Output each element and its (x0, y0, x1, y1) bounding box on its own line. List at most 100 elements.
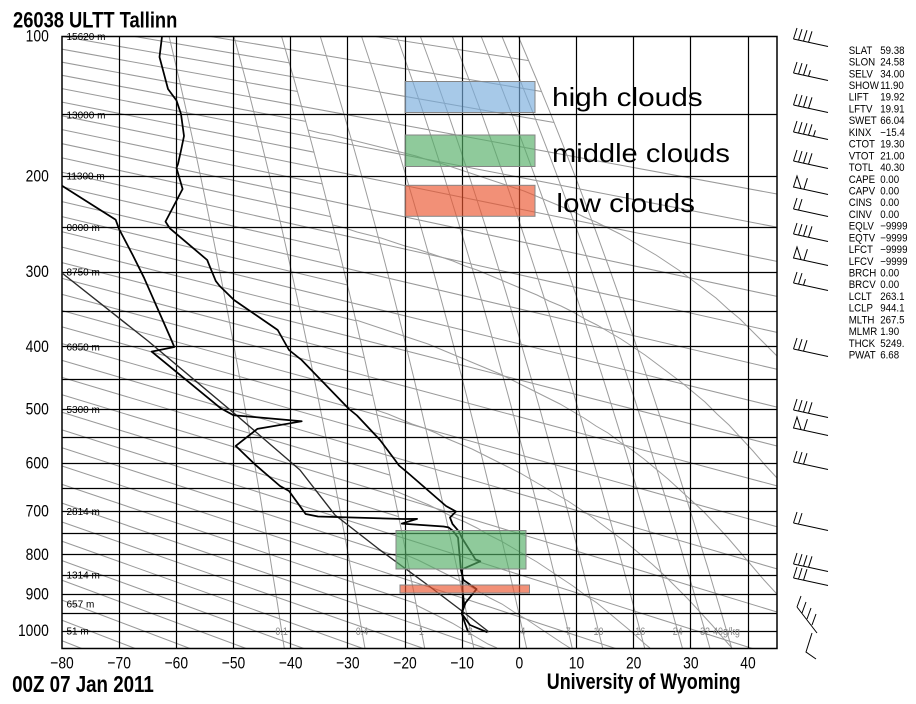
svg-text:BRCH: BRCH (849, 268, 877, 280)
svg-text:0.1: 0.1 (275, 626, 288, 638)
svg-text:4: 4 (520, 626, 525, 638)
svg-text:600: 600 (26, 454, 49, 473)
svg-text:263.1: 263.1 (880, 292, 905, 304)
svg-text:300: 300 (26, 263, 49, 282)
svg-text:20: 20 (626, 654, 642, 673)
svg-text:0.00: 0.00 (880, 210, 899, 222)
svg-text:5300 m: 5300 m (67, 405, 100, 416)
svg-text:1.90: 1.90 (880, 327, 899, 339)
svg-text:0.00: 0.00 (880, 280, 899, 292)
svg-text:10: 10 (594, 626, 604, 638)
svg-text:6.68: 6.68 (880, 350, 899, 362)
svg-text:SWET: SWET (849, 116, 878, 128)
svg-text:0000 m: 0000 m (67, 223, 100, 234)
svg-text:LCLT: LCLT (849, 292, 873, 304)
svg-text:THCK: THCK (849, 338, 876, 350)
svg-text:19.30: 19.30 (880, 139, 905, 151)
svg-text:−9999: −9999 (880, 256, 908, 268)
svg-text:KINX: KINX (849, 128, 872, 140)
svg-text:high clouds: high clouds (552, 82, 703, 112)
svg-text:−40: −40 (279, 654, 303, 673)
svg-text:TOTL: TOTL (849, 163, 874, 175)
svg-text:VTOT: VTOT (849, 151, 875, 163)
svg-text:800: 800 (26, 546, 49, 565)
svg-text:−30: −30 (336, 654, 360, 673)
svg-text:16: 16 (635, 626, 645, 638)
svg-text:2: 2 (468, 626, 473, 638)
svg-text:CAPV: CAPV (849, 186, 876, 198)
svg-text:low clouds: low clouds (556, 188, 695, 218)
svg-text:−9999: −9999 (880, 221, 908, 233)
svg-text:944.1: 944.1 (880, 303, 905, 315)
svg-text:00Z 07 Jan 2011: 00Z 07 Jan 2011 (12, 672, 154, 697)
svg-text:11.90: 11.90 (880, 81, 904, 93)
svg-text:CTOT: CTOT (849, 139, 876, 151)
svg-text:middle clouds: middle clouds (552, 138, 730, 168)
svg-text:EQLV: EQLV (849, 221, 874, 233)
svg-text:30: 30 (683, 654, 699, 673)
svg-text:15620 m: 15620 m (67, 32, 106, 43)
svg-text:66.04: 66.04 (880, 116, 905, 128)
svg-text:−15.4: −15.4 (880, 128, 905, 140)
svg-text:267.5: 267.5 (880, 315, 905, 327)
svg-text:100: 100 (26, 27, 49, 46)
svg-text:−50: −50 (222, 654, 246, 673)
svg-text:CAPE: CAPE (849, 174, 876, 186)
svg-text:LCLP: LCLP (849, 303, 873, 315)
svg-text:2814 m: 2814 m (67, 507, 100, 518)
svg-text:0.4: 0.4 (356, 626, 369, 638)
svg-text:0: 0 (515, 654, 523, 673)
svg-text:−10: −10 (450, 654, 474, 673)
svg-text:LIFT: LIFT (849, 92, 870, 104)
svg-text:40: 40 (740, 654, 756, 673)
svg-text:CINS: CINS (849, 198, 872, 210)
svg-text:−9999: −9999 (880, 245, 908, 257)
svg-text:21.00: 21.00 (880, 151, 905, 163)
svg-text:26038 ULTT Tallinn: 26038 ULTT Tallinn (13, 8, 177, 33)
svg-text:CINV: CINV (849, 210, 872, 222)
svg-text:BRCV: BRCV (849, 280, 876, 292)
svg-text:0.00: 0.00 (880, 268, 899, 280)
svg-text:SLON: SLON (849, 57, 875, 69)
svg-text:−20: −20 (393, 654, 417, 673)
svg-text:11300 m: 11300 m (67, 172, 105, 183)
svg-text:34.00: 34.00 (880, 69, 905, 81)
svg-text:900: 900 (26, 585, 49, 604)
svg-text:19.91: 19.91 (880, 104, 905, 116)
svg-text:32: 32 (700, 626, 710, 638)
svg-text:8750 m: 8750 m (67, 267, 100, 278)
svg-text:10: 10 (569, 654, 585, 673)
svg-text:19.92: 19.92 (880, 92, 905, 104)
svg-text:13000 m: 13000 m (67, 110, 106, 121)
svg-text:1000: 1000 (18, 622, 49, 641)
svg-text:40.30: 40.30 (880, 163, 905, 175)
svg-text:24.58: 24.58 (880, 57, 905, 69)
svg-text:51 m: 51 m (67, 626, 89, 637)
svg-text:PWAT: PWAT (849, 350, 877, 362)
svg-text:1314 m: 1314 m (67, 570, 100, 581)
svg-text:657 m: 657 m (67, 599, 95, 610)
svg-text:SHOW: SHOW (849, 81, 880, 93)
svg-text:LFTV: LFTV (849, 104, 873, 116)
svg-text:6850 m: 6850 m (67, 342, 100, 353)
svg-text:MLMR: MLMR (849, 327, 878, 339)
svg-text:700: 700 (26, 502, 49, 521)
svg-text:−9999: −9999 (880, 233, 908, 245)
svg-text:24: 24 (673, 626, 683, 638)
svg-text:EQTV: EQTV (849, 233, 876, 245)
svg-text:0.00: 0.00 (880, 174, 899, 186)
svg-text:SELV: SELV (849, 69, 873, 81)
svg-text:1: 1 (419, 626, 424, 638)
svg-text:5249.: 5249. (880, 338, 904, 350)
svg-text:MLTH: MLTH (849, 315, 875, 327)
svg-text:400: 400 (26, 338, 49, 357)
svg-text:LFCV: LFCV (849, 256, 874, 268)
svg-text:0.00: 0.00 (880, 186, 899, 198)
svg-text:200: 200 (26, 167, 49, 186)
svg-text:−60: −60 (165, 654, 189, 673)
svg-text:0.00: 0.00 (880, 198, 899, 210)
svg-text:7: 7 (566, 626, 571, 638)
svg-text:−70: −70 (107, 654, 131, 673)
svg-text:59.38: 59.38 (880, 45, 905, 57)
svg-text:40g/kg: 40g/kg (713, 626, 740, 638)
